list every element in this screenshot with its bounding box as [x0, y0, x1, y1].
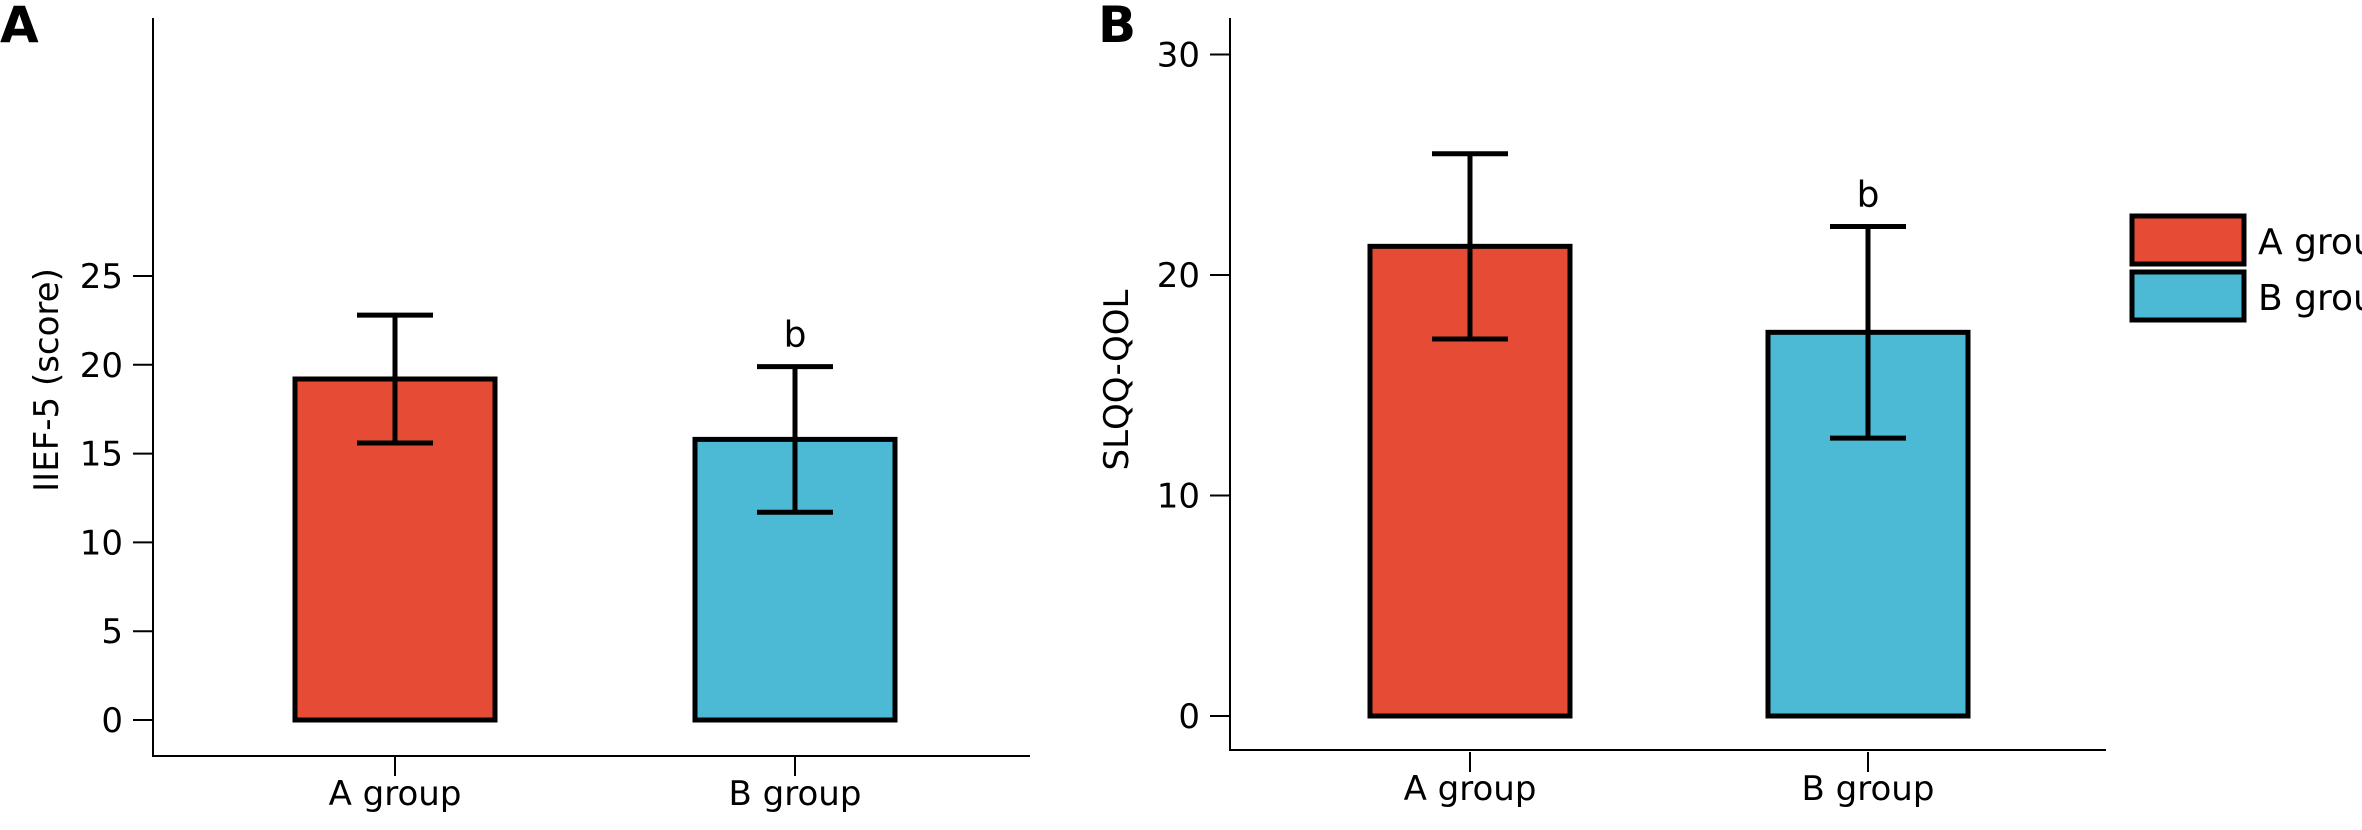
panel-letter-a: A: [0, 0, 39, 54]
y-tick-label: 10: [80, 523, 123, 563]
error-bar: [757, 364, 833, 515]
panel-letter-b: B: [1098, 0, 1136, 54]
x-tick-labels-b: A group B group: [1404, 752, 1935, 809]
legend-swatch-a-group: [2129, 213, 2247, 267]
y-tick-label: 25: [80, 257, 123, 297]
axes-b: [1229, 18, 2106, 751]
bars-a: b: [292, 312, 898, 723]
y-tick-label: 0: [101, 701, 123, 741]
error-bar: [357, 312, 433, 446]
y-axis-title-b: SLQQ-QOL: [1097, 289, 1137, 470]
significance-label: b: [1857, 174, 1880, 215]
y-tick-label: 15: [80, 435, 123, 475]
x-tick-label: B group: [729, 774, 862, 814]
y-tick-label: 30: [1157, 36, 1200, 76]
error-bar: [1830, 223, 1906, 441]
y-tick-label: 10: [1157, 477, 1200, 517]
legend-swatch-b-group: [2129, 269, 2247, 323]
y-ticks-b: 0 10 20 30: [1157, 36, 1230, 737]
x-tick-labels-a: A group B group: [329, 756, 862, 814]
y-ticks-a: 0 5 10 15 20 25: [80, 257, 153, 741]
significance-label: b: [784, 315, 807, 356]
y-tick-label: 20: [80, 346, 123, 386]
error-bar: [1432, 151, 1508, 342]
legend: A group B group: [2129, 213, 2362, 323]
legend-label-b-group: B group: [2258, 278, 2362, 319]
axes-a: [152, 18, 1030, 757]
chart-panel-b: B SLQQ-QOL 0 10 20 30 b A group B group: [1097, 0, 2106, 809]
x-tick-label: B group: [1802, 769, 1935, 809]
y-tick-label: 5: [101, 612, 123, 652]
y-tick-label: 20: [1157, 256, 1200, 296]
bars-b: b: [1367, 151, 1971, 719]
y-tick-label: 0: [1178, 697, 1200, 737]
y-axis-title-a: IIEF-5 (score): [27, 268, 67, 492]
x-tick-label: A group: [1404, 769, 1537, 809]
legend-label-a-group: A group: [2258, 222, 2362, 263]
chart-panel-a: A IIEF-5 (score) 0 5 10 15 20 25 b A group B g…: [0, 0, 1030, 814]
x-tick-label: A group: [329, 774, 462, 814]
